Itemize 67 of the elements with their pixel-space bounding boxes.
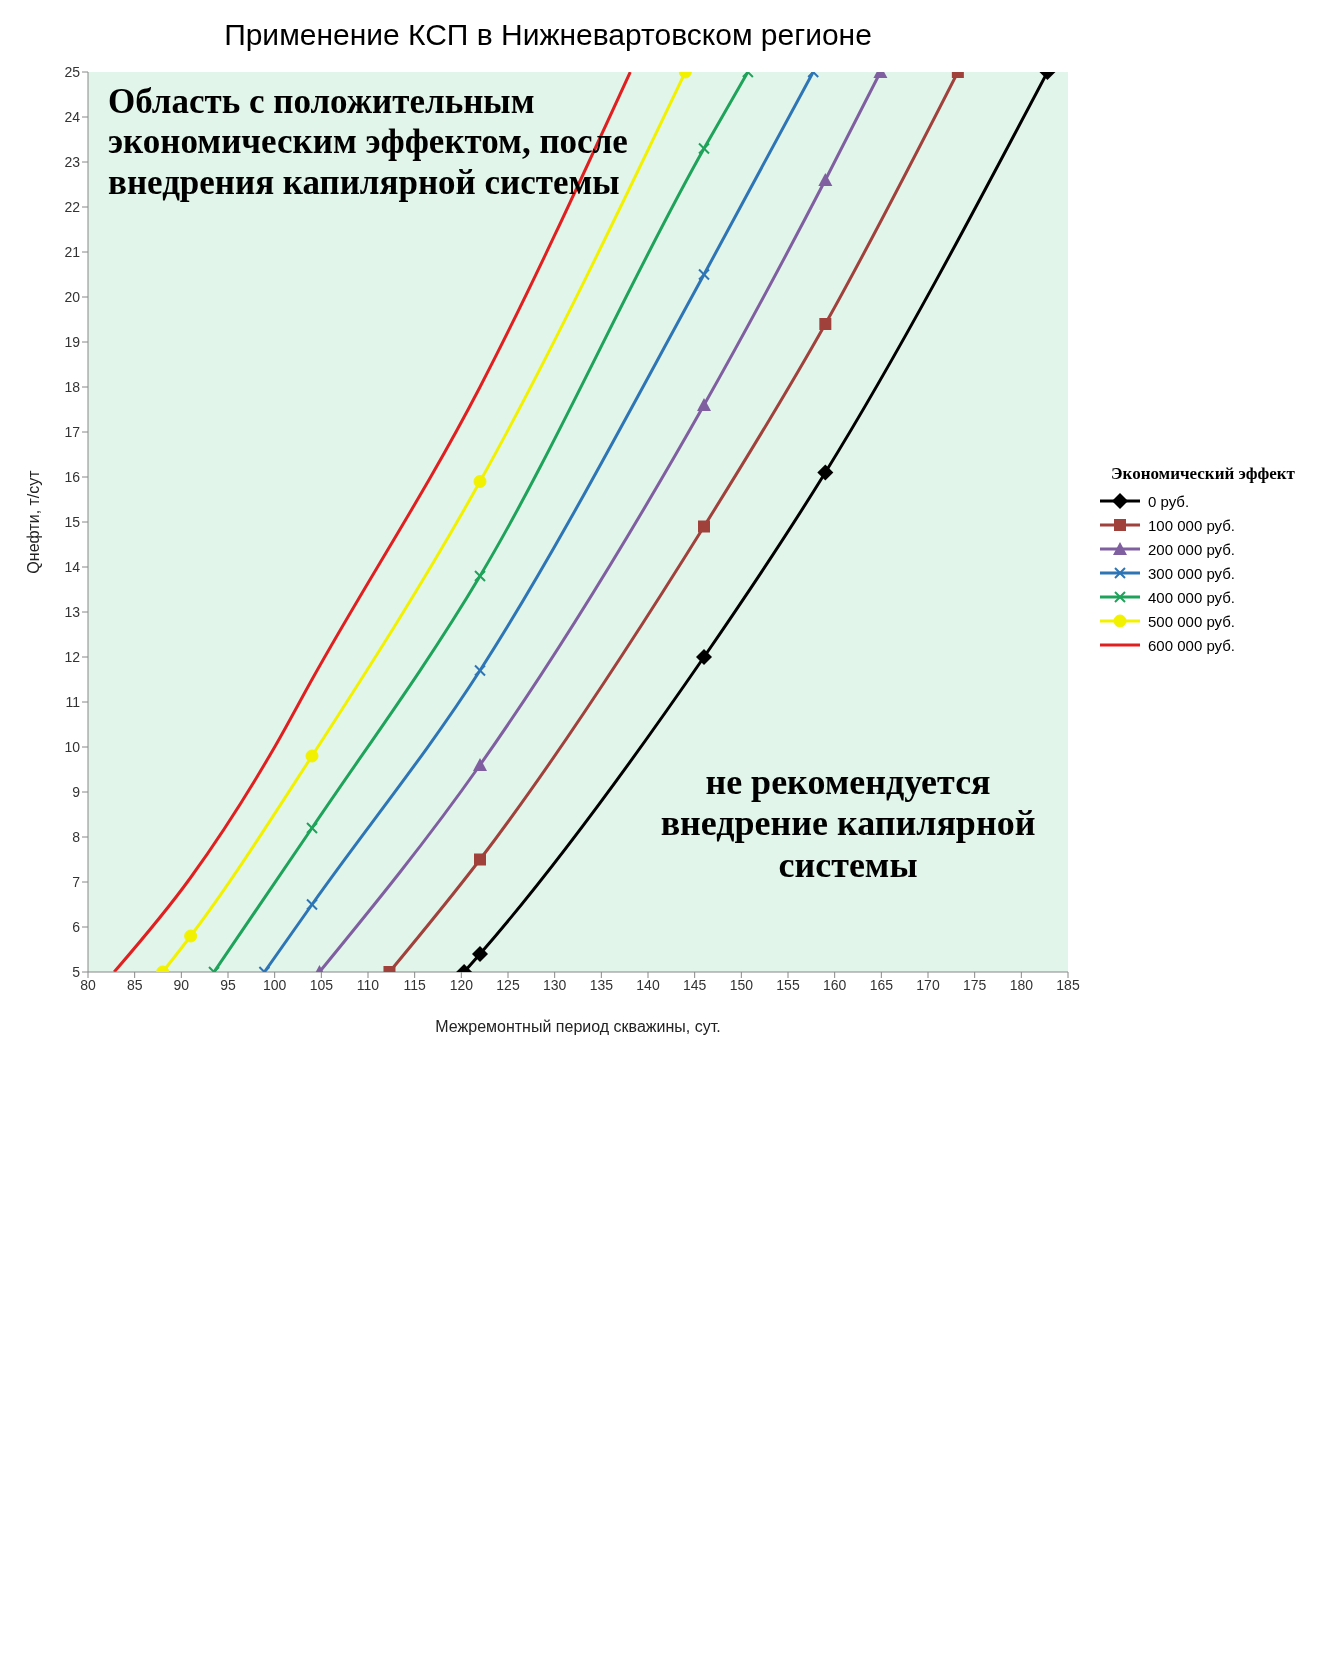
x-tick-label: 125 <box>496 976 520 993</box>
y-tick-label: 6 <box>72 918 81 935</box>
x-tick-label: 80 <box>80 976 96 993</box>
y-tick-label: 22 <box>64 198 81 215</box>
y-tick-label: 15 <box>64 513 81 530</box>
y-tick-label: 9 <box>72 783 81 800</box>
point <box>817 464 834 481</box>
legend-label: 100 000 руб. <box>1148 516 1235 534</box>
x-tick-label: 135 <box>589 976 614 993</box>
annotation: не рекомендуется внедрение капилярной системы <box>659 762 1037 887</box>
point <box>305 749 319 763</box>
point <box>474 570 486 582</box>
point <box>698 268 710 281</box>
x-tick-label: 175 <box>962 976 987 993</box>
y-tick-label: 23 <box>64 153 81 170</box>
x-tick-label: 185 <box>1056 976 1080 993</box>
y-tick-label: 21 <box>64 243 81 260</box>
x-tick-label: 160 <box>822 976 847 993</box>
legend-label: 500 000 руб. <box>1148 612 1235 630</box>
y-tick-label: 20 <box>64 288 81 305</box>
x-tick-label: 110 <box>356 976 380 993</box>
y-tick-label: 10 <box>64 738 81 755</box>
y-tick-label: 24 <box>64 108 81 125</box>
x-tick-label: 155 <box>776 976 800 993</box>
x-tick-label: 90 <box>173 976 190 993</box>
y-tick-label: 19 <box>64 333 81 350</box>
x-tick-label: 105 <box>309 976 334 993</box>
y-tick-label: 17 <box>64 423 81 440</box>
x-tick-label: 145 <box>682 976 707 993</box>
x-tick-label: 180 <box>1009 976 1034 993</box>
legend-label: 200 000 руб. <box>1148 540 1235 558</box>
x-tick-label: 140 <box>636 976 660 993</box>
point <box>474 664 486 677</box>
legend-label: 0 руб. <box>1148 492 1190 510</box>
y-tick-label: 16 <box>64 468 81 485</box>
x-tick-label: 130 <box>542 976 567 993</box>
legend-title: Экономический эффект <box>1110 464 1296 484</box>
legend-label: 400 000 руб. <box>1148 588 1235 606</box>
point <box>473 475 487 488</box>
y-axis-title: Qнефти, т/сут <box>24 469 42 574</box>
point <box>473 758 487 771</box>
x-tick-label: 85 <box>126 976 143 993</box>
legend-label: 600 000 руб. <box>1148 636 1235 654</box>
x-tick-label: 115 <box>403 976 427 993</box>
legend-label: 300 000 руб. <box>1148 564 1235 582</box>
point <box>696 649 712 665</box>
chart-title: Применение КСП в Нижневартовском регионе <box>223 18 873 52</box>
x-tick-label: 120 <box>449 976 474 993</box>
x-tick-label: 170 <box>916 976 940 993</box>
y-tick-label: 11 <box>65 693 81 710</box>
y-tick-label: 13 <box>64 603 81 620</box>
y-tick-label: 5 <box>72 963 81 980</box>
point <box>306 822 318 834</box>
y-tick-label: 18 <box>64 378 81 395</box>
x-tick-label: 100 <box>262 976 287 993</box>
point <box>698 520 710 533</box>
point <box>819 318 832 330</box>
x-axis-title: Межремонтный период скважины, сут. <box>435 1018 721 1035</box>
x-tick-label: 95 <box>220 976 236 993</box>
y-tick-label: 14 <box>64 558 81 575</box>
y-tick-label: 25 <box>64 63 81 80</box>
y-tick-label: 8 <box>72 828 81 845</box>
x-tick-label: 150 <box>729 976 754 993</box>
x-tick-label: 165 <box>869 976 894 993</box>
y-tick-label: 12 <box>64 648 81 665</box>
point <box>697 398 711 411</box>
y-tick-label: 7 <box>72 873 81 890</box>
